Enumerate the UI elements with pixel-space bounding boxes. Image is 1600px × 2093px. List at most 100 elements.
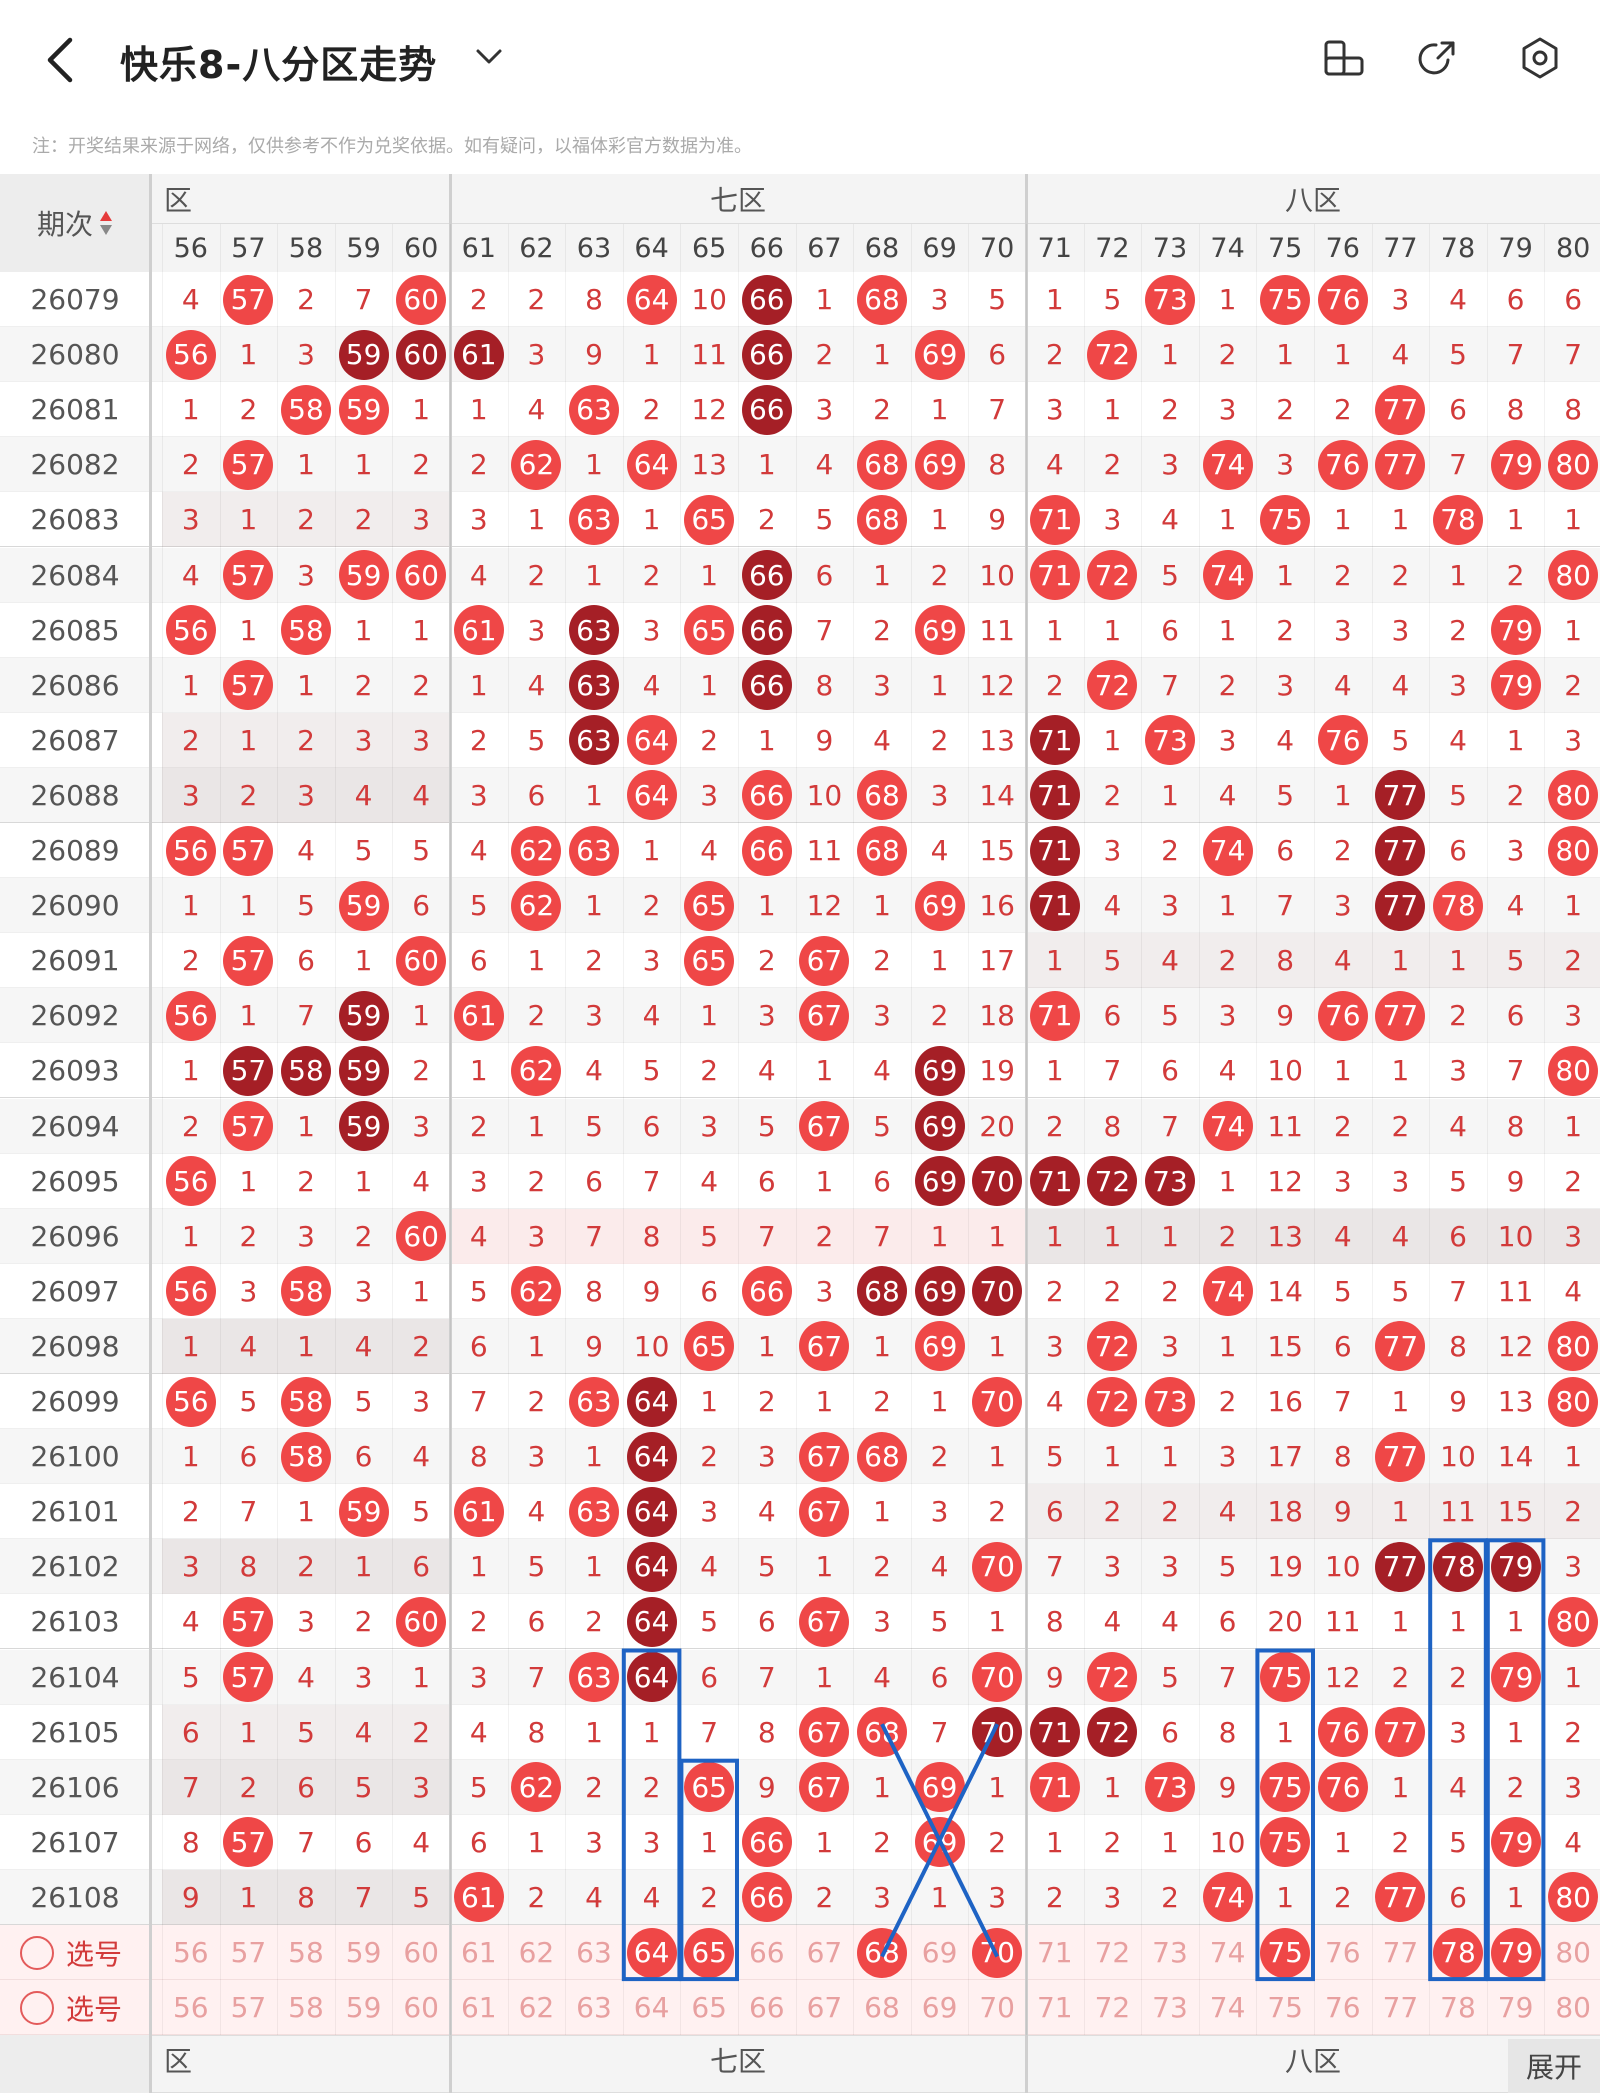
select-number-cell[interactable]: 67 bbox=[796, 1980, 854, 2035]
select-number[interactable]: 69 bbox=[921, 1991, 958, 2025]
select-number-cell[interactable]: 62 bbox=[508, 1925, 566, 1980]
select-number-cell[interactable]: 80 bbox=[1544, 1925, 1600, 1980]
select-number[interactable]: 60 bbox=[403, 1936, 439, 1970]
select-number-cell[interactable]: 80 bbox=[1544, 1980, 1600, 2035]
selected-number-ball[interactable]: 79 bbox=[1490, 1927, 1541, 1978]
select-number[interactable]: 61 bbox=[460, 1936, 497, 1970]
select-radio[interactable] bbox=[20, 1935, 54, 1970]
select-number-cell[interactable]: 58 bbox=[277, 1980, 335, 2035]
select-number[interactable]: 65 bbox=[691, 1991, 727, 2025]
select-number-cell[interactable]: 63 bbox=[565, 1925, 623, 1980]
select-number-cell[interactable]: 59 bbox=[335, 1980, 393, 2035]
select-number-cell[interactable]: 71 bbox=[1026, 1925, 1084, 1980]
select-number[interactable]: 75 bbox=[1267, 1991, 1303, 2025]
period-header[interactable]: 期次 bbox=[0, 174, 150, 272]
select-number[interactable]: 74 bbox=[1209, 1991, 1246, 2025]
select-number[interactable]: 59 bbox=[345, 1936, 382, 1970]
select-number-cell[interactable]: 75 bbox=[1256, 1980, 1314, 2035]
select-number-cell[interactable]: 59 bbox=[335, 1925, 393, 1980]
select-number-cell[interactable]: 68 bbox=[853, 1980, 911, 2035]
select-number[interactable]: 67 bbox=[806, 1991, 843, 2025]
select-number-cell[interactable]: 60 bbox=[392, 1980, 450, 2035]
select-row-label[interactable]: 选号 bbox=[0, 1980, 150, 2035]
select-number-cell[interactable]: 69 bbox=[911, 1925, 969, 1980]
select-number[interactable]: 62 bbox=[518, 1936, 555, 1970]
select-number[interactable]: 73 bbox=[1152, 1991, 1188, 2025]
select-number[interactable]: 59 bbox=[345, 1991, 382, 2025]
select-number[interactable]: 71 bbox=[1036, 1991, 1073, 2025]
select-number[interactable]: 76 bbox=[1324, 1991, 1361, 2025]
select-number-cell[interactable]: 73 bbox=[1141, 1980, 1199, 2035]
screen-rotate-icon[interactable] bbox=[1322, 36, 1366, 80]
select-number[interactable]: 60 bbox=[403, 1991, 439, 2025]
selected-number-ball[interactable]: 68 bbox=[856, 1927, 907, 1978]
select-number-cell[interactable]: 69 bbox=[911, 1980, 969, 2035]
selected-number-ball[interactable]: 70 bbox=[972, 1927, 1023, 1978]
select-number-cell[interactable]: 60 bbox=[392, 1925, 450, 1980]
select-number[interactable]: 79 bbox=[1497, 1991, 1534, 2025]
selected-number-ball[interactable]: 65 bbox=[684, 1927, 735, 1978]
select-number[interactable]: 56 bbox=[172, 1991, 209, 2025]
select-number[interactable]: 77 bbox=[1382, 1991, 1419, 2025]
selected-number-ball[interactable]: 64 bbox=[626, 1927, 677, 1978]
select-number[interactable]: 73 bbox=[1152, 1936, 1188, 1970]
select-number-cell[interactable]: 56 bbox=[162, 1980, 220, 2035]
select-number-cell[interactable]: 76 bbox=[1314, 1980, 1372, 2035]
select-number-cell[interactable]: 63 bbox=[565, 1980, 623, 2035]
select-number[interactable]: 67 bbox=[806, 1936, 843, 1970]
select-number[interactable]: 76 bbox=[1324, 1936, 1361, 1970]
select-number[interactable]: 68 bbox=[864, 1991, 900, 2025]
select-row-label[interactable]: 选号 bbox=[0, 1925, 150, 1980]
selected-number-ball[interactable]: 78 bbox=[1432, 1927, 1483, 1978]
select-number[interactable]: 72 bbox=[1094, 1991, 1131, 2025]
expand-button[interactable]: 展开 bbox=[1508, 2039, 1600, 2093]
select-number[interactable]: 63 bbox=[576, 1991, 612, 2025]
select-number-cell[interactable]: 66 bbox=[738, 1925, 796, 1980]
select-number[interactable]: 80 bbox=[1555, 1936, 1591, 1970]
select-number[interactable]: 80 bbox=[1555, 1991, 1591, 2025]
select-number-cell[interactable]: 70 bbox=[968, 1925, 1026, 1980]
select-number[interactable]: 56 bbox=[172, 1936, 209, 1970]
select-number[interactable]: 57 bbox=[230, 1991, 267, 2025]
select-number-cell[interactable]: 70 bbox=[968, 1980, 1026, 2035]
select-number-cell[interactable]: 65 bbox=[680, 1925, 738, 1980]
select-number-cell[interactable]: 71 bbox=[1026, 1980, 1084, 2035]
select-number-cell[interactable]: 58 bbox=[277, 1925, 335, 1980]
select-number-cell[interactable]: 68 bbox=[853, 1925, 911, 1980]
select-number[interactable]: 61 bbox=[460, 1991, 497, 2025]
select-number-cell[interactable]: 67 bbox=[796, 1925, 854, 1980]
select-number[interactable]: 66 bbox=[748, 1991, 785, 2025]
select-number-cell[interactable]: 62 bbox=[508, 1980, 566, 2035]
select-number-cell[interactable]: 72 bbox=[1084, 1980, 1142, 2035]
select-number-cell[interactable]: 79 bbox=[1487, 1980, 1545, 2035]
select-number[interactable]: 70 bbox=[979, 1991, 1015, 2025]
select-number-cell[interactable]: 72 bbox=[1084, 1925, 1142, 1980]
select-number-cell[interactable]: 77 bbox=[1372, 1925, 1430, 1980]
select-number-cell[interactable]: 74 bbox=[1199, 1980, 1257, 2035]
select-number-cell[interactable]: 65 bbox=[680, 1980, 738, 2035]
select-number[interactable]: 62 bbox=[518, 1991, 555, 2025]
select-number-cell[interactable]: 77 bbox=[1372, 1980, 1430, 2035]
select-number-cell[interactable]: 66 bbox=[738, 1980, 796, 2035]
select-number[interactable]: 71 bbox=[1036, 1936, 1073, 1970]
select-number[interactable]: 58 bbox=[288, 1936, 324, 1970]
select-number-cell[interactable]: 61 bbox=[450, 1980, 508, 2035]
select-number-cell[interactable]: 78 bbox=[1429, 1925, 1487, 1980]
select-number[interactable]: 78 bbox=[1440, 1991, 1476, 2025]
select-number[interactable]: 69 bbox=[921, 1936, 958, 1970]
period-header-label[interactable]: 期次 bbox=[36, 208, 93, 241]
select-number-cell[interactable]: 57 bbox=[220, 1925, 278, 1980]
page-title[interactable]: 快乐8-八分区走势 bbox=[120, 43, 438, 87]
select-number-cell[interactable]: 75 bbox=[1256, 1925, 1314, 1980]
select-number-cell[interactable]: 64 bbox=[623, 1925, 681, 1980]
chevron-left-icon[interactable] bbox=[42, 34, 82, 86]
select-number-cell[interactable]: 57 bbox=[220, 1980, 278, 2035]
select-number-cell[interactable]: 73 bbox=[1141, 1925, 1199, 1980]
select-number-cell[interactable]: 61 bbox=[450, 1925, 508, 1980]
select-number-cell[interactable]: 74 bbox=[1199, 1925, 1257, 1980]
select-number[interactable]: 58 bbox=[288, 1991, 324, 2025]
select-number-cell[interactable]: 76 bbox=[1314, 1925, 1372, 1980]
select-number[interactable]: 57 bbox=[230, 1936, 267, 1970]
select-radio[interactable] bbox=[20, 1990, 54, 2025]
select-number[interactable]: 72 bbox=[1094, 1936, 1131, 1970]
